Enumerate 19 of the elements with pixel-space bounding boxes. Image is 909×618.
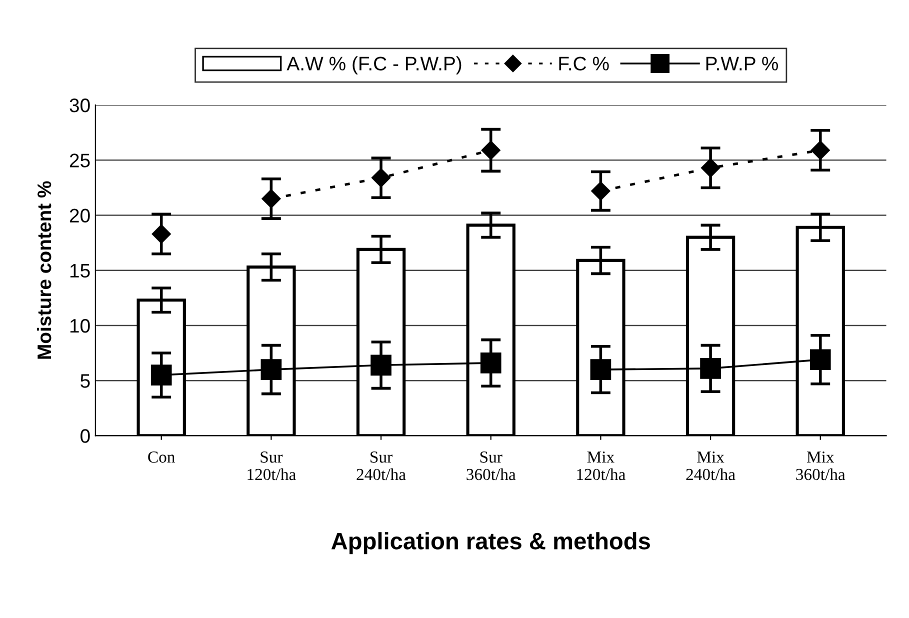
x-tick-label: Mix 120t/ha xyxy=(577,451,626,480)
y-tick-label: 30 xyxy=(70,98,90,112)
x-tick-label: Sur 120t/ha xyxy=(248,451,296,480)
x-tick-label: Sur 240t/ha xyxy=(356,451,406,480)
y-tick-label: 25 xyxy=(70,154,90,168)
x-tick-label: Mix 240t/ha xyxy=(686,451,736,480)
x-tick-label: Sur 360t/ha xyxy=(466,451,516,480)
y-tick-label: 5 xyxy=(80,374,90,388)
x-tick-label: Mix 360t/ha xyxy=(796,451,846,480)
y-tick-label: 0 xyxy=(80,429,90,443)
y-tick-label: 15 xyxy=(70,264,90,278)
legend-label: P.W.P % xyxy=(706,56,778,70)
x-tick-label: Con xyxy=(148,451,175,463)
legend-label: F.C % xyxy=(559,56,609,70)
y-tick-label: 20 xyxy=(70,208,90,223)
y-axis-title: Moisture content % xyxy=(36,181,52,359)
x-axis-title: Application rates & methods xyxy=(331,532,650,554)
y-tick-label: 10 xyxy=(70,318,90,333)
legend-label: A.W % (F.C - P.W.P) xyxy=(286,56,462,74)
